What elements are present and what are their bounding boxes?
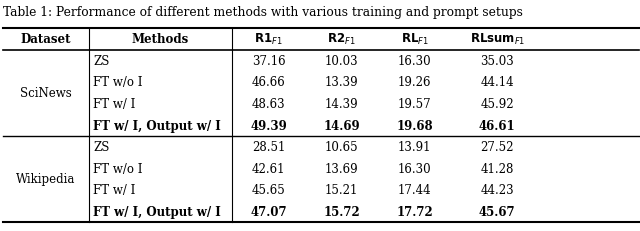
Text: 41.28: 41.28: [481, 162, 514, 175]
Text: Methods: Methods: [132, 33, 189, 46]
Text: 10.03: 10.03: [325, 55, 358, 67]
Text: FT w/ I: FT w/ I: [93, 97, 136, 110]
Text: 15.21: 15.21: [325, 183, 358, 196]
Text: Table 1: Performance of different methods with various training and prompt setup: Table 1: Performance of different method…: [3, 6, 523, 19]
Text: 13.39: 13.39: [325, 76, 358, 89]
Text: 10.65: 10.65: [325, 140, 358, 153]
Text: FT w/ I, Output w/ I: FT w/ I, Output w/ I: [93, 119, 221, 132]
Text: $\mathbf{RLsum}_{F1}$: $\mathbf{RLsum}_{F1}$: [470, 32, 525, 47]
Text: 28.51: 28.51: [252, 140, 285, 153]
Text: 15.72: 15.72: [323, 205, 360, 218]
Text: FT w/ I: FT w/ I: [93, 183, 136, 196]
Text: FT w/o I: FT w/o I: [93, 162, 143, 175]
Text: Dataset: Dataset: [21, 33, 71, 46]
Text: 44.23: 44.23: [481, 183, 514, 196]
Text: 37.16: 37.16: [252, 55, 285, 67]
Text: 45.67: 45.67: [479, 205, 516, 218]
Text: 35.03: 35.03: [481, 55, 514, 67]
Text: 17.72: 17.72: [396, 205, 433, 218]
Text: 45.65: 45.65: [252, 183, 285, 196]
Text: 14.69: 14.69: [323, 119, 360, 132]
Text: ZS: ZS: [93, 140, 110, 153]
Text: FT w/ I, Output w/ I: FT w/ I, Output w/ I: [93, 205, 221, 218]
Text: Wikipedia: Wikipedia: [17, 173, 76, 186]
Text: ZS: ZS: [93, 55, 110, 67]
Text: $\mathbf{R2}_{F1}$: $\mathbf{R2}_{F1}$: [327, 32, 356, 47]
Text: 48.63: 48.63: [252, 97, 285, 110]
Text: 13.69: 13.69: [325, 162, 358, 175]
Text: 19.68: 19.68: [396, 119, 433, 132]
Text: SciNews: SciNews: [20, 87, 72, 100]
Text: 19.57: 19.57: [398, 97, 431, 110]
Text: 14.39: 14.39: [325, 97, 358, 110]
Text: 19.26: 19.26: [398, 76, 431, 89]
Text: 49.39: 49.39: [250, 119, 287, 132]
Text: $\mathbf{RL}_{F1}$: $\mathbf{RL}_{F1}$: [401, 32, 429, 47]
Text: 46.66: 46.66: [252, 76, 285, 89]
Text: $\mathbf{R1}_{F1}$: $\mathbf{R1}_{F1}$: [254, 32, 283, 47]
Text: 47.07: 47.07: [250, 205, 287, 218]
Text: 46.61: 46.61: [479, 119, 516, 132]
Text: 27.52: 27.52: [481, 140, 514, 153]
Text: FT w/o I: FT w/o I: [93, 76, 143, 89]
Text: 44.14: 44.14: [481, 76, 514, 89]
Text: 16.30: 16.30: [398, 55, 431, 67]
Text: 45.92: 45.92: [481, 97, 514, 110]
Text: 16.30: 16.30: [398, 162, 431, 175]
Text: 17.44: 17.44: [398, 183, 431, 196]
Text: 13.91: 13.91: [398, 140, 431, 153]
Text: 42.61: 42.61: [252, 162, 285, 175]
